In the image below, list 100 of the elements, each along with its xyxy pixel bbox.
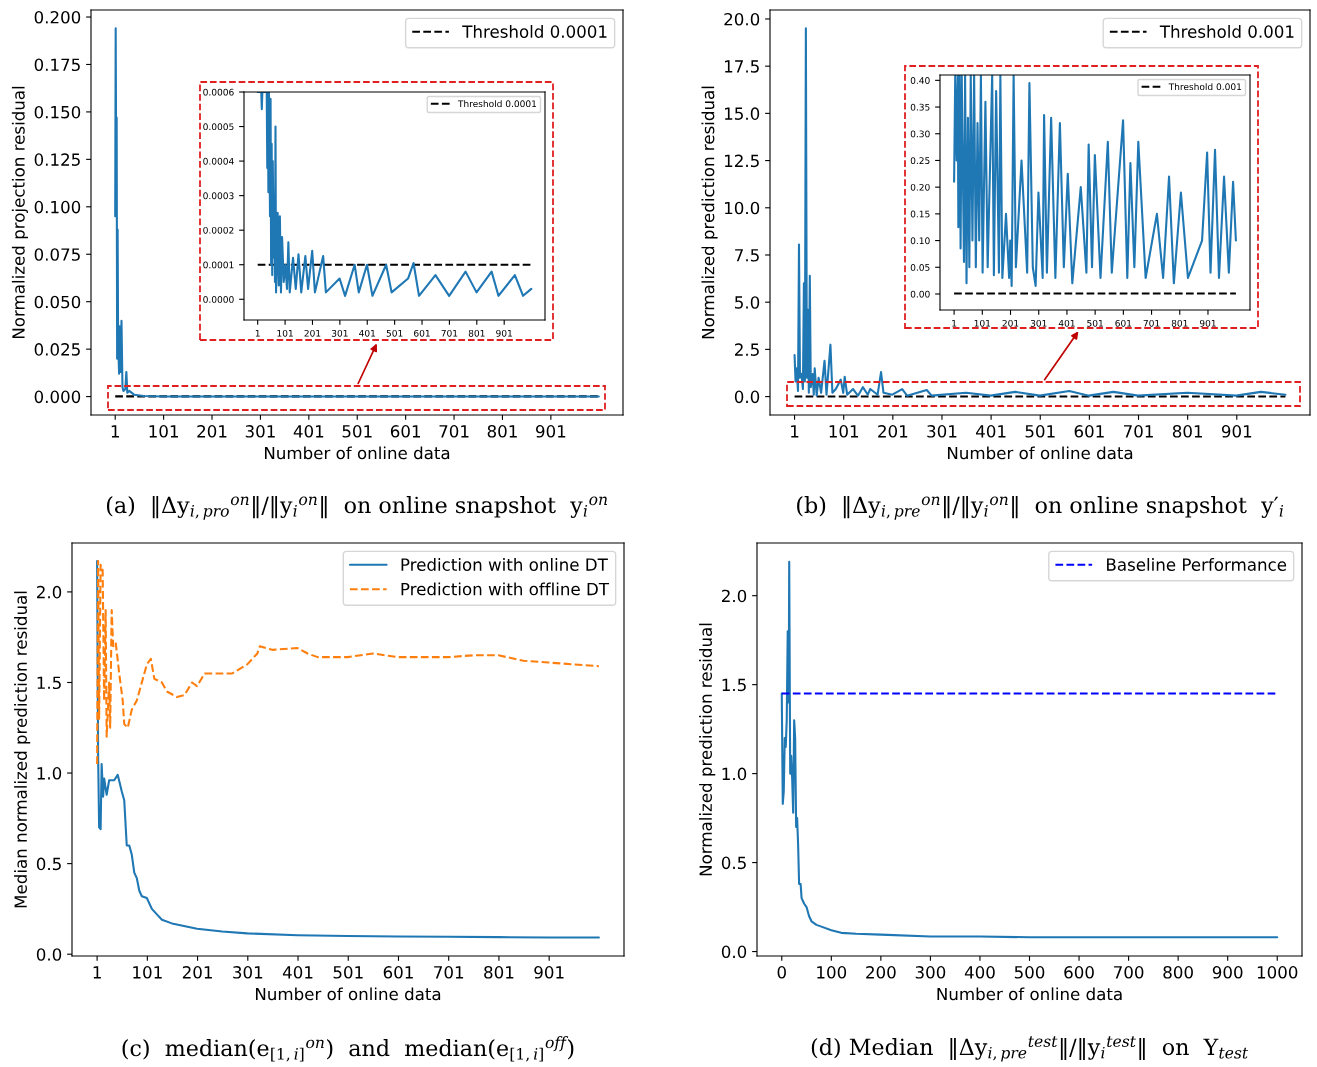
x-tick-label: 101 (277, 329, 293, 337)
y-tick-label: 0.075 (34, 248, 80, 261)
text: (b) ‖Δy$_{i,pre}$$^{on}$‖/‖y$_{i}$$^{on}$‖ on online snapshot y′$_{i}$ (797, 496, 1284, 520)
y-tick-label: 0.20 (910, 183, 930, 191)
x-axis-title: Number of online data (947, 446, 1133, 460)
y-tick-label: 0.05 (910, 264, 930, 271)
y-tick-label: 0.200 (34, 10, 81, 24)
x-axis-title: Number of online data (255, 987, 441, 1001)
x-tick-label: 601 (414, 329, 430, 337)
text: (a) ‖Δy$_{i,pro}$$^{on}$‖/‖y$_{i}$$^{on}$‖ on online snapshot y$_{i}$$^{on}$ (106, 496, 607, 520)
y-tick-label: 0.0005 (203, 123, 234, 131)
x-tick-label: 301 (245, 425, 275, 438)
x-tick-label: 0 (777, 966, 786, 979)
y-tick-label: 0.0000 (203, 296, 234, 303)
y-tick-label: 0.0001 (203, 261, 234, 269)
x-tick-label: 601 (1115, 319, 1132, 327)
y-tick-label: 0.0006 (203, 88, 234, 96)
x-tick-label: 201 (197, 425, 227, 438)
x-tick-label: 401 (293, 425, 324, 438)
x-tick-label: 100 (817, 966, 847, 979)
y-axis-title: Normalized projection residual (11, 86, 29, 339)
x-tick-label: 601 (390, 425, 421, 438)
y-tick-label: 0.40 (910, 77, 930, 84)
y-tick-label: 1.0 (37, 767, 62, 780)
x-tick-label: 301 (927, 425, 957, 438)
x-tick-label: 200 (866, 966, 896, 979)
x-tick-label: 401 (359, 329, 376, 337)
x-tick-label: 201 (878, 425, 908, 438)
x-tick-label: 601 (383, 966, 413, 979)
y-tick-label: 0.25 (910, 157, 930, 165)
x-tick-label: 901 (496, 329, 512, 337)
x-tick-label: 1000 (1257, 966, 1298, 979)
y-axis-title: Normalized prediction residual (701, 86, 718, 339)
x-tick-label: 1 (952, 320, 957, 327)
legend-label: Baseline Performance (1107, 558, 1287, 571)
x-tick-label: 301 (1030, 319, 1047, 327)
y-tick-label: 0.0004 (203, 157, 234, 165)
y-tick-label: 0.000 (34, 390, 81, 404)
x-tick-label: 401 (976, 425, 1006, 438)
y-tick-label: 0.30 (910, 130, 930, 138)
x-tick-label: 501 (342, 425, 372, 438)
x-tick-label: 101 (974, 319, 991, 327)
legend-label: Threshold 0.0001 (457, 100, 537, 108)
x-tick-label: 201 (1002, 319, 1019, 327)
y-tick-label: 0.10 (910, 237, 930, 245)
y-tick-label: 0.0 (734, 390, 760, 404)
x-tick-label: 801 (484, 966, 514, 979)
y-tick-label: 10.0 (725, 201, 760, 215)
legend-label: Threshold 0.001 (1159, 25, 1294, 38)
x-tick-label: 1 (255, 330, 260, 337)
y-tick-label: 0.5 (36, 857, 61, 871)
x-tick-label: 801 (487, 425, 517, 438)
x-tick-label: 101 (133, 966, 162, 979)
x-tick-label: 701 (434, 966, 464, 979)
y-tick-label: 15.0 (725, 107, 760, 120)
legend-label: Threshold 0.001 (1168, 83, 1242, 91)
x-tick-label: 801 (468, 329, 485, 337)
x-tick-label: 901 (1221, 425, 1252, 438)
y-tick-label: 0.175 (34, 58, 80, 72)
x-tick-label: 201 (304, 329, 321, 337)
y-tick-label: 17.5 (725, 60, 759, 73)
text: (c) median(e$_{[1,i]}$$^{on}$) and median(e$_{[1,i]}$$^{off}$) (122, 1036, 574, 1062)
x-tick-label: 501 (333, 966, 363, 979)
x-tick-label: 801 (1172, 425, 1203, 438)
x-tick-label: 400 (964, 966, 995, 979)
x-tick-label: 700 (1114, 966, 1144, 979)
text: (d) Median ‖Δy$_{i,pre}$$^{test}$‖/‖y$_{i}$$^{test}$‖ on Y$_{test}$ (811, 1036, 1249, 1062)
y-tick-label: 0.35 (910, 103, 930, 111)
y-tick-label: 12.5 (725, 154, 759, 168)
y-tick-label: 1.5 (722, 678, 746, 692)
x-tick-label: 900 (1212, 966, 1243, 979)
legend-label: Prediction with offline DT (401, 582, 610, 596)
y-tick-label: 0.125 (34, 153, 80, 166)
y-tick-label: 0.050 (34, 295, 81, 309)
x-tick-label: 401 (1058, 319, 1075, 327)
x-tick-label: 701 (1143, 319, 1160, 327)
y-tick-label: 0.025 (34, 343, 80, 356)
x-tick-label: 601 (1074, 425, 1104, 438)
y-tick-label: 5.0 (735, 296, 760, 309)
x-tick-label: 101 (829, 425, 859, 438)
legend-label: Threshold 0.0001 (462, 25, 607, 38)
y-tick-label: 1.5 (37, 676, 61, 690)
x-axis-title: Number of online data (937, 987, 1122, 1001)
x-tick-label: 300 (915, 966, 946, 979)
y-tick-label: 0.0 (721, 945, 747, 959)
y-tick-label: 0.0 (36, 948, 62, 961)
x-tick-label: 501 (1087, 319, 1103, 327)
y-tick-label: 2.0 (721, 589, 747, 603)
x-tick-label: 701 (441, 329, 458, 337)
x-tick-label: 501 (386, 329, 403, 337)
x-tick-label: 1 (791, 425, 799, 438)
x-tick-label: 901 (536, 425, 566, 438)
y-tick-label: 1.0 (722, 767, 747, 781)
x-tick-label: 1 (93, 966, 101, 979)
x-tick-label: 101 (149, 425, 178, 438)
x-tick-label: 301 (233, 966, 263, 979)
x-tick-label: 701 (1123, 425, 1153, 438)
y-tick-label: 2.0 (36, 585, 62, 599)
y-tick-label: 0.5 (721, 856, 746, 870)
x-tick-label: 801 (1171, 319, 1188, 327)
